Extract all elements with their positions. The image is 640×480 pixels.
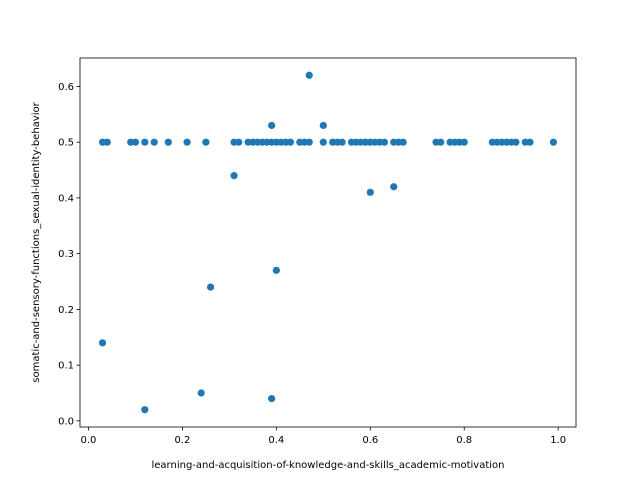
data-point (399, 138, 407, 146)
data-point (141, 138, 149, 146)
data-point (380, 138, 388, 146)
x-tick-label: 0.8 (456, 435, 472, 446)
x-tick-label: 1.0 (550, 435, 566, 446)
data-point (103, 138, 111, 146)
data-point (305, 71, 313, 79)
data-point (268, 121, 276, 130)
data-point (338, 138, 346, 146)
y-axis-label: somatic-and-sensory-functions_sexual-ide… (31, 101, 42, 382)
data-point (98, 339, 107, 347)
y-tick-label: 0.2 (58, 305, 74, 316)
data-point (206, 283, 215, 291)
x-tick-label: 0.0 (81, 435, 97, 446)
data-point (437, 138, 445, 146)
x-tick-label: 0.6 (362, 435, 378, 446)
data-point (319, 138, 327, 146)
data-point (197, 389, 205, 397)
y-tick-label: 0.6 (58, 82, 74, 93)
y-tick-label: 0.0 (58, 416, 74, 427)
data-point (164, 138, 172, 146)
y-tick-label: 0.4 (58, 193, 74, 204)
x-tick-label: 0.4 (268, 435, 284, 446)
x-axis-ticks: 0.0 0.2 0.4 0.6 0.8 1.0 (81, 427, 566, 446)
y-tick-label: 0.3 (58, 249, 74, 260)
data-point (305, 138, 313, 146)
data-point (319, 121, 327, 130)
data-point (366, 188, 374, 196)
data-point (390, 183, 398, 191)
data-point (286, 138, 295, 146)
data-point (150, 138, 158, 146)
data-point (268, 394, 276, 403)
data-points (98, 71, 558, 414)
data-point (526, 138, 534, 146)
y-tick-label: 0.5 (58, 138, 74, 149)
data-point (230, 172, 238, 180)
y-tick-label: 0.1 (58, 361, 74, 372)
data-point (131, 138, 140, 146)
data-point (512, 138, 520, 146)
x-tick-label: 0.2 (174, 435, 190, 446)
y-axis-ticks: 0.0 0.1 0.2 0.3 0.4 0.5 0.6 (58, 82, 80, 427)
data-point (235, 138, 243, 146)
plot-frame (79, 57, 577, 428)
data-point (202, 138, 210, 146)
data-point (460, 138, 468, 146)
data-point (549, 138, 558, 146)
data-point (272, 266, 280, 274)
data-point (183, 138, 191, 146)
x-axis-label: learning-and-acquisition-of-knowledge-an… (152, 460, 505, 471)
data-point (141, 406, 149, 414)
